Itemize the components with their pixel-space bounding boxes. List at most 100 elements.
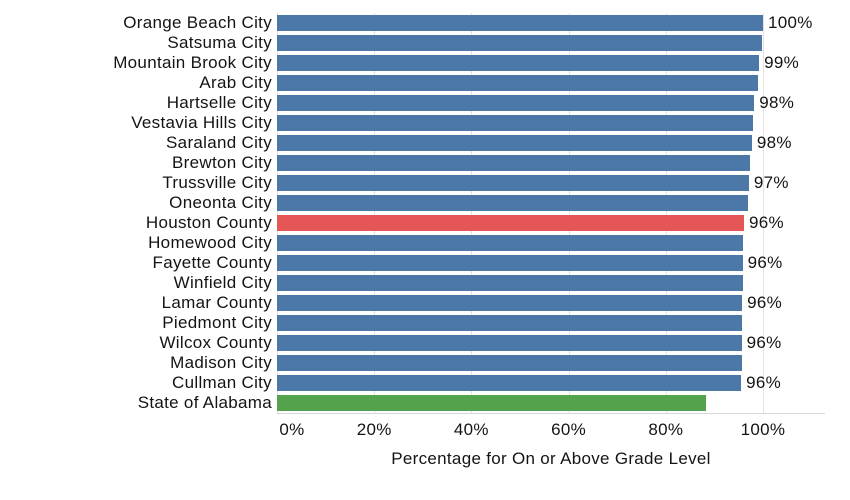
bar-track xyxy=(277,353,825,373)
value-label: 96% xyxy=(746,373,782,392)
category-label: Mountain Brook City xyxy=(113,53,272,72)
category-label: Piedmont City xyxy=(162,313,272,332)
chart-row: Saraland City 98% xyxy=(0,133,850,153)
category-label: Wilcox County xyxy=(159,333,272,352)
x-tick-label: 80% xyxy=(648,420,684,439)
x-tick-label: 20% xyxy=(356,420,392,439)
category-label: Winfield City xyxy=(173,273,272,292)
chart-row: Houston County 96% xyxy=(0,213,850,233)
category-label: Madison City xyxy=(170,353,272,372)
bar-track: 100% xyxy=(277,13,825,33)
chart-row: Orange Beach City 100% xyxy=(0,13,850,33)
bar-track xyxy=(277,113,825,133)
x-axis-line xyxy=(277,413,825,414)
chart-row: Lamar County 96% xyxy=(0,293,850,313)
chart-row: Madison City xyxy=(0,353,850,373)
bar xyxy=(277,115,754,131)
bar xyxy=(277,135,752,151)
category-label: Cullman City xyxy=(172,373,272,392)
chart-row: Cullman City 96% xyxy=(0,373,850,393)
category-label: Houston County xyxy=(145,213,272,232)
value-label: 96% xyxy=(747,293,783,312)
bar xyxy=(277,255,743,271)
category-label: Arab City xyxy=(199,73,272,92)
category-label: Homewood City xyxy=(148,233,272,252)
bar-track: 97% xyxy=(277,173,825,193)
value-label: 97% xyxy=(753,173,789,192)
value-label: 100% xyxy=(768,13,813,32)
bar xyxy=(277,395,707,411)
x-axis-title: Percentage for On or Above Grade Level xyxy=(391,449,711,468)
x-tick-label: 60% xyxy=(551,420,587,439)
chart-row: Piedmont City xyxy=(0,313,850,333)
bar xyxy=(277,375,742,391)
bar-track: 98% xyxy=(277,93,825,113)
category-label: Vestavia Hills City xyxy=(131,113,272,132)
chart-row: Trussville City 97% xyxy=(0,173,850,193)
bar xyxy=(277,355,742,371)
bar xyxy=(277,195,748,211)
gridline xyxy=(568,13,570,413)
bar-track: 96% xyxy=(277,253,825,273)
bar xyxy=(277,75,759,91)
bar-track xyxy=(277,153,825,173)
chart-row: State of Alabama xyxy=(0,393,850,413)
chart-row: Brewton City xyxy=(0,153,850,173)
bar xyxy=(277,335,742,351)
bar-track xyxy=(277,73,825,93)
category-label: Trussville City xyxy=(162,173,272,192)
value-label: 96% xyxy=(747,253,783,272)
category-label: Hartselle City xyxy=(166,93,272,112)
category-label: State of Alabama xyxy=(137,393,272,412)
bar-track xyxy=(277,233,825,253)
bar xyxy=(277,155,751,171)
gridline xyxy=(665,13,667,413)
chart-row: Satsuma City xyxy=(0,33,850,53)
value-label: 98% xyxy=(756,133,792,152)
x-tick-label: 0% xyxy=(279,420,305,439)
bar-track xyxy=(277,273,825,293)
bar-track xyxy=(277,33,825,53)
category-label: Saraland City xyxy=(166,133,272,152)
chart-row: Homewood City xyxy=(0,233,850,253)
chart-row: Mountain Brook City 99% xyxy=(0,53,850,73)
bar xyxy=(277,275,743,291)
bar-track: 96% xyxy=(277,333,825,353)
bar-track xyxy=(277,193,825,213)
gridline xyxy=(763,13,764,413)
chart-row: Fayette County 96% xyxy=(0,253,850,273)
chart-row: Vestavia Hills City xyxy=(0,113,850,133)
bar-track: 99% xyxy=(277,53,825,73)
category-label: Fayette County xyxy=(152,253,272,272)
bar-track xyxy=(277,393,825,413)
bar xyxy=(277,55,760,71)
bar-track: 96% xyxy=(277,213,825,233)
bar xyxy=(277,235,744,251)
chart-row: Wilcox County 96% xyxy=(0,333,850,353)
category-label: Satsuma City xyxy=(167,33,272,52)
value-label: 96% xyxy=(746,333,782,352)
chart-row: Oneonta City xyxy=(0,193,850,213)
bar-track: 96% xyxy=(277,373,825,393)
value-label: 98% xyxy=(759,93,795,112)
chart-row: Hartselle City 98% xyxy=(0,93,850,113)
bar xyxy=(277,295,743,311)
chart-row: Winfield City xyxy=(0,273,850,293)
category-label: Orange Beach City xyxy=(123,13,272,32)
gridlines xyxy=(277,13,825,413)
x-tick-label: 40% xyxy=(453,420,489,439)
bar xyxy=(277,175,749,191)
category-label: Brewton City xyxy=(172,153,272,172)
chart-rows: Orange Beach City 100% Satsuma City Moun… xyxy=(0,13,850,413)
bar xyxy=(277,215,745,231)
value-label: 96% xyxy=(749,213,784,232)
gridline xyxy=(374,13,376,413)
chart-row: Arab City xyxy=(0,73,850,93)
category-label: Lamar County xyxy=(161,293,272,312)
value-label: 99% xyxy=(764,53,800,72)
bar xyxy=(277,95,755,111)
bar xyxy=(277,315,743,331)
bar-track xyxy=(277,313,825,333)
bar xyxy=(277,15,763,31)
